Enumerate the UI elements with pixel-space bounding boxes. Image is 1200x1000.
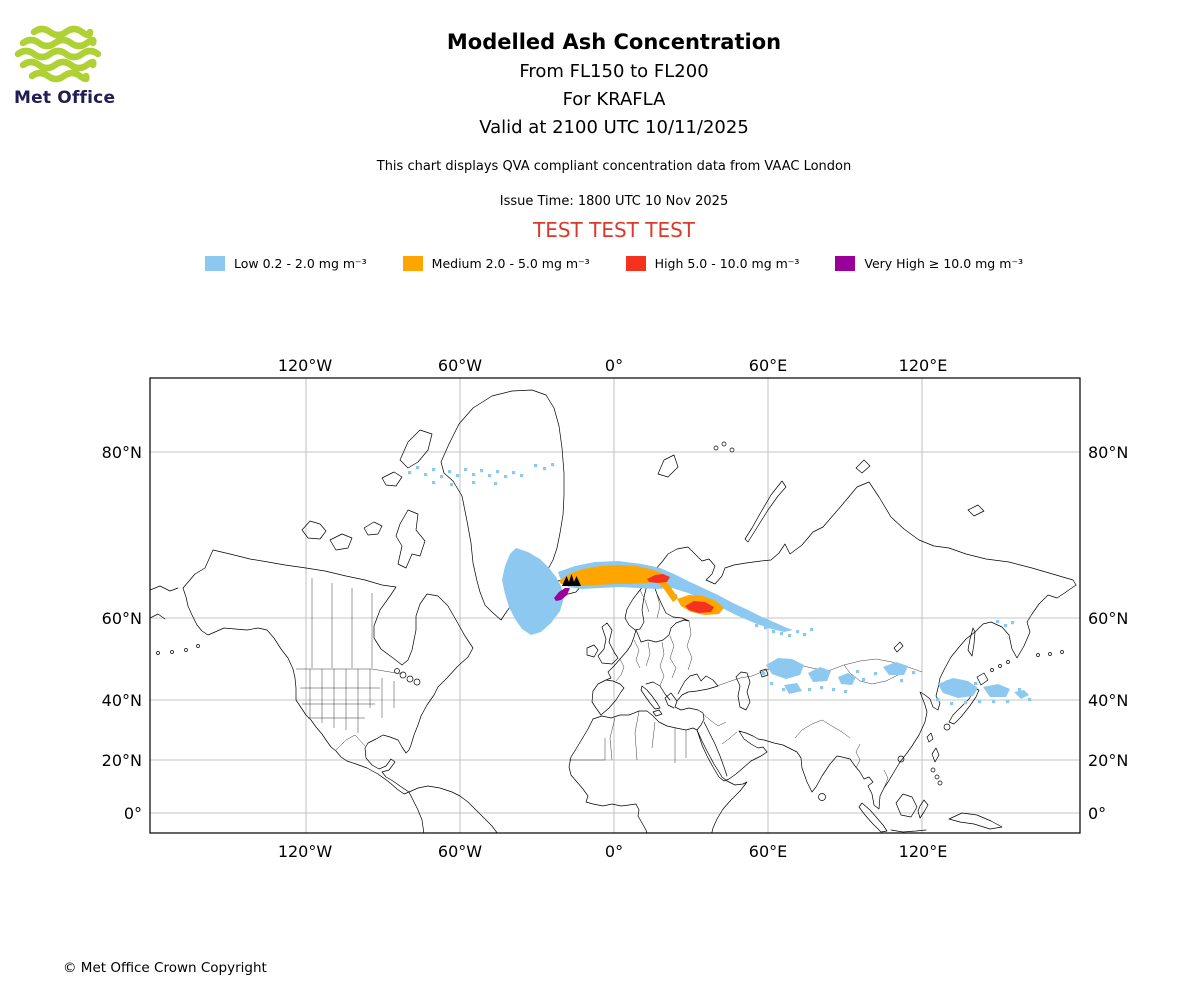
x-tick-top: 120°W — [278, 356, 333, 375]
legend-item-very-high: Very High ≥ 10.0 mg m⁻³ — [835, 256, 1023, 271]
met-office-logo: Met Office — [14, 24, 124, 108]
legend-swatch-very-high — [835, 256, 856, 271]
legend-swatch-high — [625, 256, 646, 271]
map-border — [149, 377, 1081, 834]
y-tick-left: 40°N — [102, 691, 142, 710]
subtitle-valid-time: Valid at 2100 UTC 10/11/2025 — [479, 117, 749, 138]
x-tick-bottom: 120°W — [278, 842, 333, 861]
axis-tick-labels: 120°W 60°W 0° 60°E 120°E 120°W 60°W 0° 6… — [102, 356, 1129, 861]
legend-item-low: Low 0.2 - 2.0 mg m⁻³ — [205, 256, 367, 271]
subtitle-flight-levels: From FL150 to FL200 — [519, 61, 709, 82]
y-tick-right: 60°N — [1088, 609, 1128, 628]
y-tick-right: 80°N — [1088, 443, 1128, 462]
issue-time: Issue Time: 1800 UTC 10 Nov 2025 — [499, 194, 729, 209]
legend-item-high: High 5.0 - 10.0 mg m⁻³ — [625, 256, 800, 271]
x-tick-top: 60°E — [749, 356, 787, 375]
legend-label-medium: Medium 2.0 - 5.0 mg m⁻³ — [431, 256, 590, 271]
chart-header: Modelled Ash Concentration From FL150 to… — [14, 30, 1200, 271]
ash-layer-low — [408, 463, 1032, 706]
test-banner: TEST TEST TEST — [532, 218, 695, 242]
y-tick-right: 0° — [1088, 804, 1106, 823]
map-figure: 120°W 60°W 0° 60°E 120°E 120°W 60°W 0° 6… — [102, 356, 1129, 861]
coastlines-layer — [150, 389, 1077, 833]
qva-compliance-note: This chart displays QVA compliant concen… — [376, 159, 852, 174]
y-tick-left: 80°N — [102, 443, 142, 462]
x-tick-top: 60°W — [438, 356, 482, 375]
map-gridlines — [150, 378, 1080, 833]
volcano-icon — [562, 574, 581, 586]
legend-label-low: Low 0.2 - 2.0 mg m⁻³ — [234, 256, 367, 271]
y-tick-left: 60°N — [102, 609, 142, 628]
ash-layer-high — [647, 574, 714, 613]
y-tick-left: 0° — [124, 804, 142, 823]
x-tick-top: 120°E — [899, 356, 948, 375]
legend-item-medium: Medium 2.0 - 5.0 mg m⁻³ — [402, 256, 590, 271]
x-tick-bottom: 120°E — [899, 842, 948, 861]
y-tick-left: 20°N — [102, 751, 142, 770]
subtitle-volcano: For KRAFLA — [562, 89, 666, 110]
ash-low-speckles — [408, 463, 1032, 706]
borders-layer — [296, 578, 923, 789]
legend: Low 0.2 - 2.0 mg m⁻³ Medium 2.0 - 5.0 mg… — [14, 256, 1200, 271]
x-tick-bottom: 60°E — [749, 842, 787, 861]
legend-label-high: High 5.0 - 10.0 mg m⁻³ — [654, 256, 800, 271]
legend-label-very-high: Very High ≥ 10.0 mg m⁻³ — [864, 256, 1023, 271]
ash-layer-very-high — [554, 588, 570, 601]
y-tick-right: 40°N — [1088, 691, 1128, 710]
legend-swatch-medium — [402, 256, 423, 271]
x-tick-top: 0° — [605, 356, 623, 375]
copyright-text: © Met Office Crown Copyright — [63, 960, 267, 976]
ash-layer-medium — [559, 565, 724, 615]
legend-swatch-low — [205, 256, 225, 271]
x-tick-bottom: 60°W — [438, 842, 482, 861]
y-tick-right: 20°N — [1088, 751, 1128, 770]
page-title: Modelled Ash Concentration — [446, 30, 782, 54]
x-tick-bottom: 0° — [605, 842, 623, 861]
met-office-logo-text: Met Office — [14, 88, 116, 108]
met-office-waves-icon — [14, 25, 102, 83]
